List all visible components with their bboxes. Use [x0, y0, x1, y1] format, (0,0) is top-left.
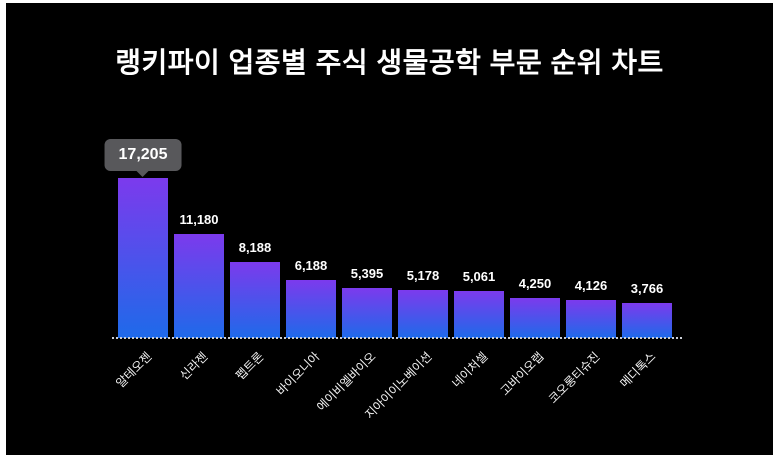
- bar[interactable]: 17,205: [104, 139, 182, 338]
- category-label: 펩트론: [232, 349, 267, 383]
- bar-value-label: 4,250: [518, 276, 552, 291]
- bar-column: 6,188 바이오니아: [273, 258, 336, 398]
- bar-column: 17,205 알테오젠: [104, 139, 182, 391]
- bar-value-label: 5,395: [350, 266, 384, 281]
- bar-column: 3,766 메디톡스: [617, 281, 672, 391]
- bar-column: 4,250 고바이오랩: [497, 276, 560, 398]
- bar[interactable]: [566, 300, 616, 338]
- bar-column: 5,061 네이처셀: [449, 269, 504, 391]
- bar[interactable]: [286, 280, 336, 338]
- bar-value-label: 5,061: [462, 269, 496, 284]
- bar-value-label: 8,188: [238, 240, 272, 255]
- bar[interactable]: [454, 291, 504, 338]
- bar[interactable]: [622, 303, 672, 338]
- bar-column: 5,178 지아이이노베이션: [362, 268, 448, 422]
- bar-column: 11,180 신라젠: [174, 212, 224, 383]
- bar-column: 5,395 에이비엘바이오: [314, 266, 392, 414]
- bar-value-label: 5,178: [406, 268, 440, 283]
- bar[interactable]: [174, 234, 224, 338]
- bar-value-label: 6,188: [294, 258, 328, 273]
- bar[interactable]: [398, 290, 448, 338]
- chart-title: 랭키파이 업종별 주식 생물공학 부문 순위 차트: [115, 47, 664, 78]
- bar-value-label: 3,766: [630, 281, 664, 296]
- x-axis-baseline: [112, 337, 682, 339]
- category-label: 바이오니아: [273, 349, 323, 399]
- bars-container: 17,205 알테오젠 11,180 신라젠 8,188 펩트론 6,188 바이오니아 5,3…: [104, 139, 672, 422]
- bar[interactable]: [342, 288, 392, 338]
- category-label: 신라젠: [176, 349, 211, 383]
- category-label: 네이처셀: [449, 349, 491, 391]
- bar-value-label: 4,126: [574, 278, 608, 293]
- category-label: 알테오젠: [113, 349, 155, 391]
- tooltip: 17,205: [104, 139, 182, 171]
- chart-canvas: 랭키파이 업종별 주식 생물공학 부문 순위 차트 17,205 알테오젠 11,1…: [6, 3, 773, 455]
- category-label: 고바이오랩: [497, 349, 547, 399]
- category-label: 코오롱티슈진: [545, 349, 603, 407]
- bar[interactable]: [510, 298, 560, 338]
- bar-column: 8,188 펩트론: [230, 240, 280, 383]
- category-label: 메디톡스: [617, 349, 659, 391]
- bar-column: 4,126 코오롱티슈진: [546, 278, 616, 406]
- bar[interactable]: [230, 262, 280, 338]
- bar-value-label: 11,180: [179, 212, 219, 227]
